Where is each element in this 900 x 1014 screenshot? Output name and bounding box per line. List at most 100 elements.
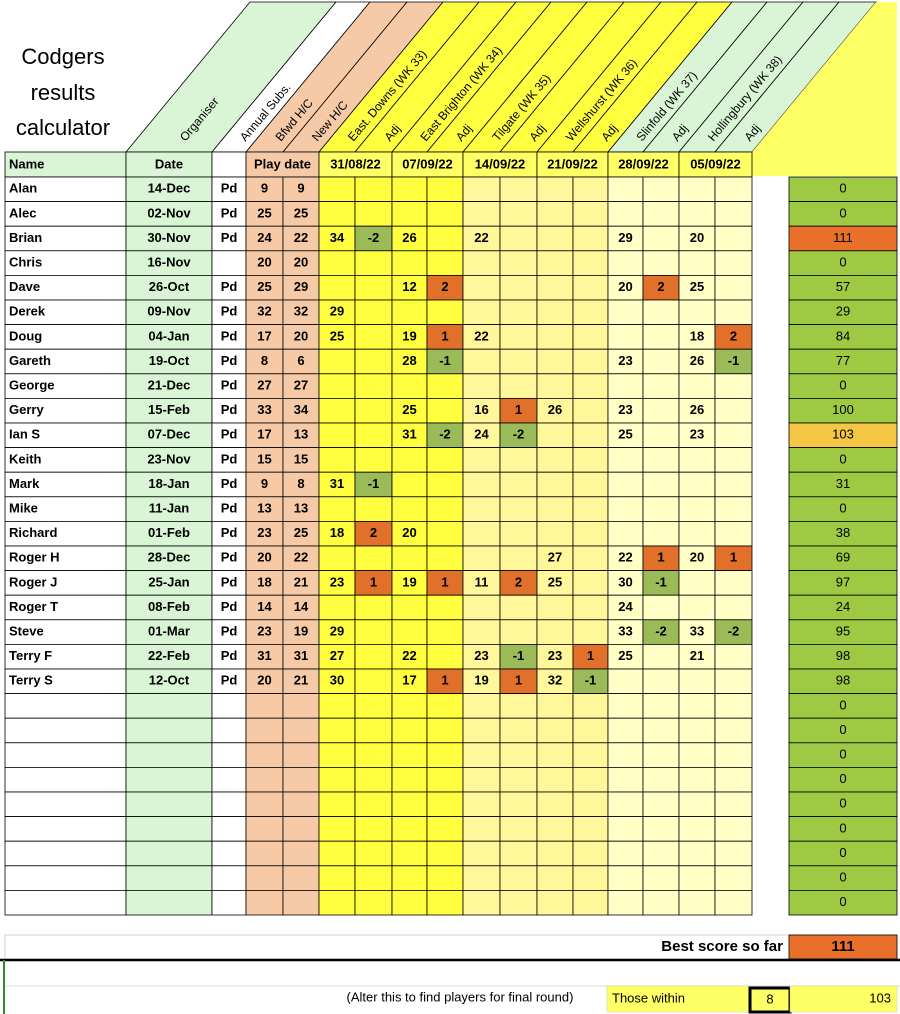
player-name-cell[interactable] bbox=[4, 471, 127, 498]
score-cell[interactable] bbox=[391, 447, 428, 473]
blank-score-cell[interactable] bbox=[318, 767, 356, 793]
blank-score-cell[interactable] bbox=[607, 840, 644, 867]
blank-score-cell[interactable] bbox=[426, 693, 464, 719]
total-cell[interactable] bbox=[788, 693, 898, 719]
score-cell[interactable] bbox=[678, 644, 716, 670]
blank-score-cell[interactable] bbox=[426, 767, 464, 793]
score-cell[interactable] bbox=[462, 619, 501, 645]
score-cell[interactable] bbox=[678, 570, 716, 596]
score-cell[interactable] bbox=[391, 299, 428, 326]
bfwd-hc-cell[interactable] bbox=[245, 250, 284, 276]
adjustment-cell[interactable] bbox=[642, 299, 680, 326]
score-cell[interactable] bbox=[318, 373, 356, 399]
adjustment-cell[interactable] bbox=[714, 225, 753, 252]
total-cell[interactable] bbox=[788, 816, 898, 842]
blank-name-cell[interactable] bbox=[4, 816, 127, 842]
adjustment-cell[interactable] bbox=[572, 225, 609, 252]
blank-score-cell[interactable] bbox=[607, 693, 644, 719]
blank-new-cell[interactable] bbox=[282, 742, 320, 768]
total-cell[interactable] bbox=[788, 225, 898, 252]
score-cell[interactable] bbox=[318, 274, 356, 301]
score-cell[interactable] bbox=[678, 201, 716, 227]
blank-score-cell[interactable] bbox=[318, 742, 356, 768]
score-cell[interactable] bbox=[678, 447, 716, 473]
adjustment-cell[interactable] bbox=[642, 176, 680, 203]
adjustment-cell[interactable] bbox=[572, 299, 609, 326]
adjustment-cell[interactable] bbox=[354, 644, 393, 670]
adjustment-cell[interactable] bbox=[426, 447, 464, 473]
blank-subs-cell[interactable] bbox=[211, 791, 247, 818]
score-cell[interactable] bbox=[391, 397, 428, 424]
score-cell[interactable] bbox=[536, 250, 574, 276]
adjustment-cell[interactable] bbox=[354, 668, 393, 695]
organiser-date-cell[interactable] bbox=[125, 521, 213, 547]
total-cell[interactable] bbox=[788, 644, 898, 670]
total-cell[interactable] bbox=[788, 668, 898, 695]
adjustment-cell[interactable] bbox=[714, 447, 753, 473]
score-cell[interactable] bbox=[678, 397, 716, 424]
adjustment-cell[interactable] bbox=[499, 373, 538, 399]
blank-score-cell[interactable] bbox=[714, 816, 753, 842]
score-cell[interactable] bbox=[462, 594, 501, 621]
blank-score-cell[interactable] bbox=[354, 840, 393, 867]
blank-score-cell[interactable] bbox=[391, 742, 428, 768]
score-cell[interactable] bbox=[607, 176, 644, 203]
player-name-cell[interactable] bbox=[4, 447, 127, 473]
adjustment-cell[interactable] bbox=[572, 176, 609, 203]
header-name-cell[interactable] bbox=[4, 151, 127, 178]
total-cell[interactable] bbox=[788, 471, 898, 498]
score-cell[interactable] bbox=[607, 594, 644, 621]
new-hc-cell[interactable] bbox=[282, 619, 320, 645]
adjustment-cell[interactable] bbox=[642, 348, 680, 375]
total-cell[interactable] bbox=[788, 324, 898, 350]
blank-score-cell[interactable] bbox=[499, 693, 538, 719]
adjustment-cell[interactable] bbox=[499, 348, 538, 375]
blank-score-cell[interactable] bbox=[607, 717, 644, 744]
blank-score-cell[interactable] bbox=[318, 865, 356, 891]
organiser-date-cell[interactable] bbox=[125, 668, 213, 695]
blank-date-cell[interactable] bbox=[125, 693, 213, 719]
blank-score-cell[interactable] bbox=[391, 840, 428, 867]
total-cell[interactable] bbox=[788, 373, 898, 399]
score-cell[interactable] bbox=[462, 545, 501, 572]
adjustment-cell[interactable] bbox=[714, 644, 753, 670]
score-cell[interactable] bbox=[318, 225, 356, 252]
blank-score-cell[interactable] bbox=[678, 865, 716, 891]
adjustment-cell[interactable] bbox=[354, 274, 393, 301]
organiser-date-cell[interactable] bbox=[125, 422, 213, 449]
adjustment-cell[interactable] bbox=[499, 594, 538, 621]
blank-score-cell[interactable] bbox=[462, 742, 501, 768]
score-cell[interactable] bbox=[462, 299, 501, 326]
bfwd-hc-cell[interactable] bbox=[245, 324, 284, 350]
adjustment-cell[interactable] bbox=[426, 299, 464, 326]
adjustment-cell[interactable] bbox=[714, 397, 753, 424]
adjustment-cell[interactable] bbox=[572, 201, 609, 227]
subs-cell[interactable] bbox=[211, 496, 247, 522]
score-cell[interactable] bbox=[678, 545, 716, 572]
score-cell[interactable] bbox=[391, 324, 428, 350]
adjustment-cell[interactable] bbox=[426, 496, 464, 522]
adjustment-cell[interactable] bbox=[354, 299, 393, 326]
blank-score-cell[interactable] bbox=[536, 717, 574, 744]
adjustment-cell[interactable] bbox=[572, 496, 609, 522]
new-hc-cell[interactable] bbox=[282, 299, 320, 326]
adjustment-cell[interactable] bbox=[572, 471, 609, 498]
blank-score-cell[interactable] bbox=[678, 693, 716, 719]
new-hc-cell[interactable] bbox=[282, 570, 320, 596]
score-cell[interactable] bbox=[536, 225, 574, 252]
new-hc-cell[interactable] bbox=[282, 225, 320, 252]
adjustment-cell[interactable] bbox=[354, 324, 393, 350]
adjustment-cell[interactable] bbox=[714, 521, 753, 547]
adjustment-cell[interactable] bbox=[714, 471, 753, 498]
blank-score-cell[interactable] bbox=[536, 693, 574, 719]
total-cell[interactable] bbox=[788, 545, 898, 572]
score-cell[interactable] bbox=[678, 299, 716, 326]
score-cell[interactable] bbox=[536, 201, 574, 227]
blank-date-cell[interactable] bbox=[125, 865, 213, 891]
score-cell[interactable] bbox=[391, 225, 428, 252]
adjustment-cell[interactable] bbox=[354, 250, 393, 276]
blank-score-cell[interactable] bbox=[678, 767, 716, 793]
adjustment-cell[interactable] bbox=[714, 299, 753, 326]
adjustment-cell[interactable] bbox=[426, 471, 464, 498]
adjustment-cell[interactable] bbox=[714, 545, 753, 572]
